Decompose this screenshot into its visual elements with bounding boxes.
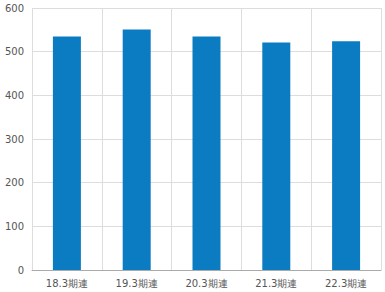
svg-text:20.3期連: 20.3期連: [185, 278, 227, 289]
svg-text:22.3期連: 22.3期連: [325, 278, 367, 289]
svg-text:500: 500: [5, 46, 24, 57]
svg-text:19.3期連: 19.3期連: [116, 278, 158, 289]
svg-text:0: 0: [18, 265, 24, 276]
svg-text:21.3期連: 21.3期連: [255, 278, 297, 289]
svg-text:100: 100: [5, 221, 24, 232]
svg-text:200: 200: [5, 177, 24, 188]
svg-text:600: 600: [5, 3, 24, 14]
svg-text:300: 300: [5, 134, 24, 145]
svg-text:18.3期連: 18.3期連: [46, 278, 88, 289]
svg-text:400: 400: [5, 90, 24, 101]
